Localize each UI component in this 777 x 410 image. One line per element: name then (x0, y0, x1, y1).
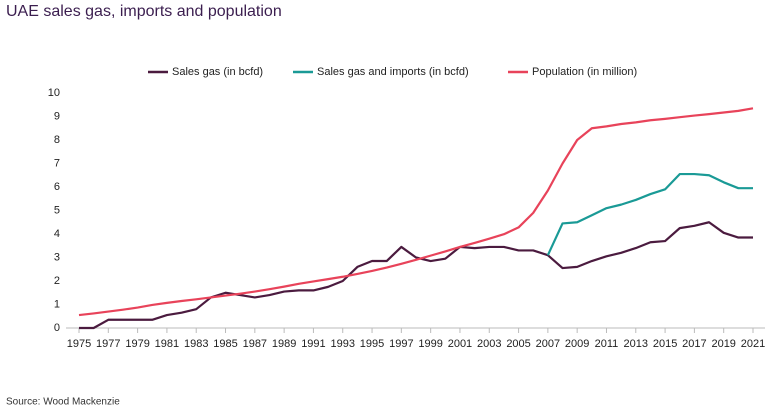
x-tick-label: 1981 (155, 338, 179, 350)
y-tick-label: 5 (54, 204, 60, 216)
x-tick-label: 1999 (418, 338, 442, 350)
x-tick-label: 1995 (360, 338, 384, 350)
x-tick-label: 1985 (213, 338, 237, 350)
x-tick-label: 2003 (477, 338, 501, 350)
x-tick-label: 2005 (506, 338, 530, 350)
series-line (79, 221, 753, 330)
x-tick-label: 2009 (565, 338, 589, 350)
x-tick-label: 1993 (330, 338, 354, 350)
y-tick-label: 10 (48, 87, 60, 99)
legend-label: Sales gas and imports (in bcfd) (317, 66, 469, 78)
legend-label: Sales gas (in bcfd) (172, 66, 263, 78)
x-tick-label: 2001 (448, 338, 472, 350)
x-tick-label: 1997 (389, 338, 413, 350)
x-tick-label: 2013 (624, 338, 648, 350)
y-tick-label: 0 (54, 322, 60, 334)
y-tick-label: 3 (54, 251, 60, 263)
x-tick-label: 1991 (301, 338, 325, 350)
chart-title: UAE sales gas, imports and population (6, 3, 282, 20)
x-tick-label: 1979 (125, 338, 149, 350)
x-tick-label: 1977 (96, 338, 120, 350)
x-tick-label: 1987 (243, 338, 267, 350)
y-tick-label: 6 (54, 181, 60, 193)
x-tick-label: 1975 (67, 338, 91, 350)
x-tick-label: 2019 (711, 338, 735, 350)
series-line (78, 107, 754, 317)
x-tick-label: 2011 (595, 338, 619, 350)
y-tick-label: 8 (54, 134, 60, 146)
x-tick-label: 2007 (536, 338, 560, 350)
x-tick-label: 2021 (741, 338, 765, 350)
x-tick-label: 1983 (184, 338, 208, 350)
series-line (546, 172, 753, 256)
y-tick-label: 9 (54, 110, 60, 122)
y-tick-label: 2 (54, 275, 60, 287)
x-tick-label: 2015 (653, 338, 677, 350)
y-tick-label: 7 (54, 157, 60, 169)
source: Source: Wood Mackenzie (6, 397, 120, 408)
legend-label: Population (in million) (532, 66, 637, 78)
y-tick-label: 4 (54, 228, 60, 240)
x-tick-label: 1989 (272, 338, 296, 350)
y-tick-label: 1 (54, 298, 60, 310)
x-tick-label: 2017 (682, 338, 706, 350)
